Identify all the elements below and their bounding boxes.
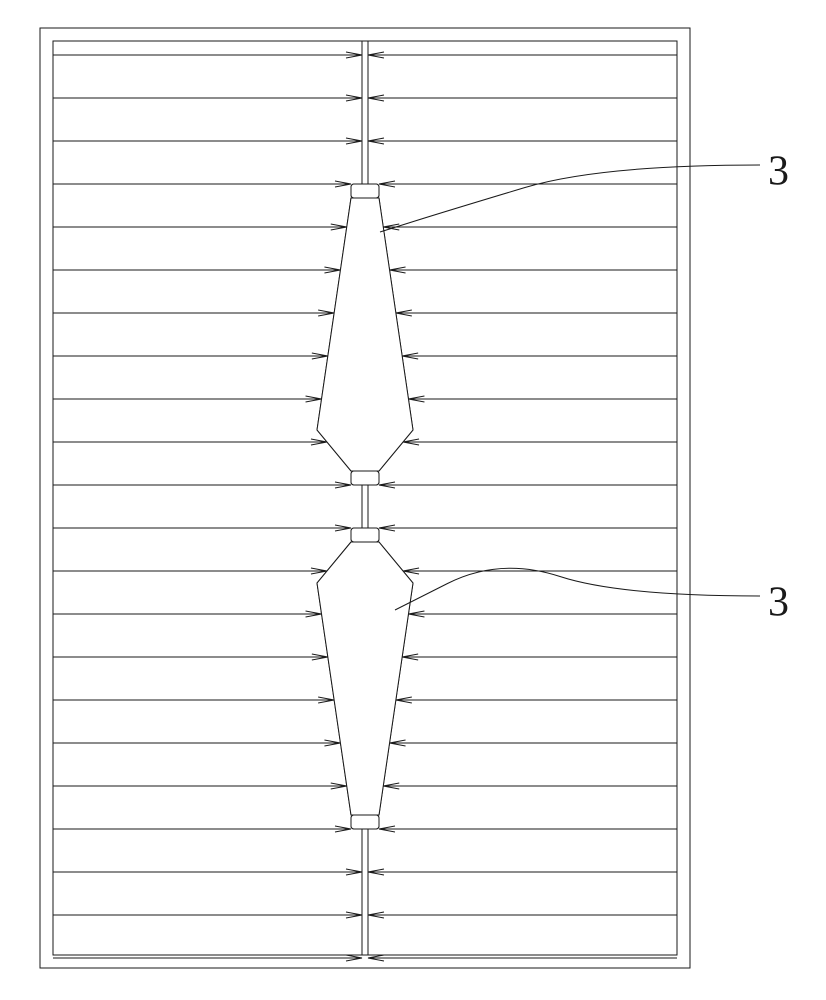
leader-label: 3 <box>768 149 789 195</box>
diagram-canvas: 33 <box>0 0 826 1000</box>
shape-cap-bottom-over <box>351 471 379 485</box>
shape-cap-top-over <box>351 528 379 542</box>
shape-cap-bottom-over <box>351 815 379 829</box>
leader-label: 3 <box>768 580 789 626</box>
tapered-shape-top-1 <box>317 542 413 815</box>
tapered-shape-top-0 <box>317 198 413 471</box>
leader-line <box>395 568 760 610</box>
shape-cap-top-over <box>351 184 379 198</box>
leader-line <box>380 165 760 232</box>
